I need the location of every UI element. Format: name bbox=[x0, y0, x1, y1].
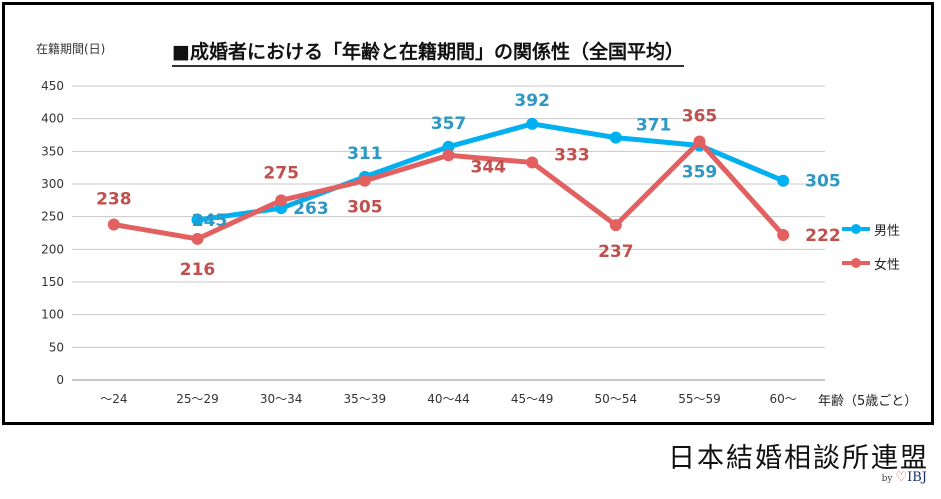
data-label: 245 bbox=[192, 211, 228, 231]
legend-swatch-male bbox=[842, 224, 870, 234]
y-tick-label: 50 bbox=[49, 340, 64, 354]
data-label: 365 bbox=[682, 107, 718, 127]
data-label: 275 bbox=[263, 163, 299, 183]
data-point bbox=[693, 135, 706, 148]
data-point bbox=[107, 218, 120, 231]
data-point bbox=[526, 117, 539, 130]
data-label: 359 bbox=[682, 162, 718, 182]
data-label: 305 bbox=[347, 198, 383, 218]
legend-label-male: 男性 bbox=[874, 223, 901, 239]
data-point bbox=[609, 219, 622, 232]
chart-title: ■成婚者における「年齢と在籍期間」の関係性（全国平均） bbox=[172, 37, 684, 67]
x-tick-label: 35～39 bbox=[344, 392, 387, 406]
data-label: 263 bbox=[293, 199, 329, 219]
data-point bbox=[526, 156, 539, 169]
data-point bbox=[442, 140, 455, 153]
chart-frame bbox=[2, 2, 934, 425]
legend-item-male: 男性 bbox=[842, 218, 900, 240]
x-tick-label: 60～ bbox=[770, 392, 797, 406]
data-point bbox=[442, 149, 455, 162]
y-tick-label: 0 bbox=[56, 373, 64, 387]
data-label: 305 bbox=[805, 172, 841, 192]
x-tick-label: 55～59 bbox=[678, 392, 721, 406]
y-tick-label: 300 bbox=[41, 177, 64, 191]
y-tick-label: 250 bbox=[41, 210, 64, 224]
data-label: 392 bbox=[514, 91, 550, 111]
data-point bbox=[777, 228, 790, 241]
data-label: 222 bbox=[805, 226, 841, 246]
y-axis-title: 在籍期間(日) bbox=[36, 42, 106, 56]
brand-name: IBJ bbox=[907, 470, 927, 485]
x-tick-label: 50～54 bbox=[595, 392, 638, 406]
data-label: 344 bbox=[471, 157, 507, 177]
y-tick-label: 350 bbox=[41, 144, 64, 158]
data-point bbox=[358, 174, 371, 187]
brand-by: by bbox=[881, 474, 893, 484]
data-point bbox=[191, 213, 204, 226]
x-axis-title: 年齢（5歳ごと） bbox=[818, 394, 918, 409]
heart-icon: ♡ bbox=[895, 470, 908, 485]
data-label: 216 bbox=[180, 260, 216, 280]
y-tick-label: 400 bbox=[41, 112, 64, 126]
legend-item-female: 女性 bbox=[842, 252, 900, 274]
data-label: 311 bbox=[347, 144, 383, 164]
x-tick-label: 30～34 bbox=[260, 392, 303, 406]
data-point bbox=[777, 174, 790, 187]
data-point bbox=[275, 194, 288, 207]
y-tick-label: 450 bbox=[41, 79, 64, 93]
data-label: 371 bbox=[636, 116, 672, 136]
series-line-male bbox=[195, 121, 786, 223]
data-label: 357 bbox=[431, 114, 467, 134]
org-name: 日本結婚相談所連盟 bbox=[668, 443, 929, 474]
x-tick-label: 40～44 bbox=[427, 392, 470, 406]
x-tick-label: 45～49 bbox=[511, 392, 554, 406]
data-label: 333 bbox=[554, 145, 590, 165]
y-tick-label: 150 bbox=[41, 275, 64, 289]
data-point bbox=[609, 131, 622, 144]
legend-label-female: 女性 bbox=[874, 257, 901, 273]
x-tick-label: ～24 bbox=[100, 392, 127, 406]
y-tick-label: 200 bbox=[41, 242, 64, 256]
org-brand: by ♡IBJ bbox=[882, 470, 927, 485]
x-tick-label: 25～29 bbox=[176, 392, 219, 406]
data-label: 238 bbox=[96, 190, 132, 210]
y-tick-label: 100 bbox=[41, 308, 64, 322]
chart-plot: 0 50 100 150 200 250 300 350 400 450 ～24 25～29 30～3… bbox=[41, 79, 841, 406]
legend-swatch-female bbox=[842, 258, 870, 268]
data-label: 237 bbox=[598, 242, 634, 262]
data-point bbox=[191, 232, 204, 245]
legend: 男性 女性 bbox=[842, 218, 900, 286]
